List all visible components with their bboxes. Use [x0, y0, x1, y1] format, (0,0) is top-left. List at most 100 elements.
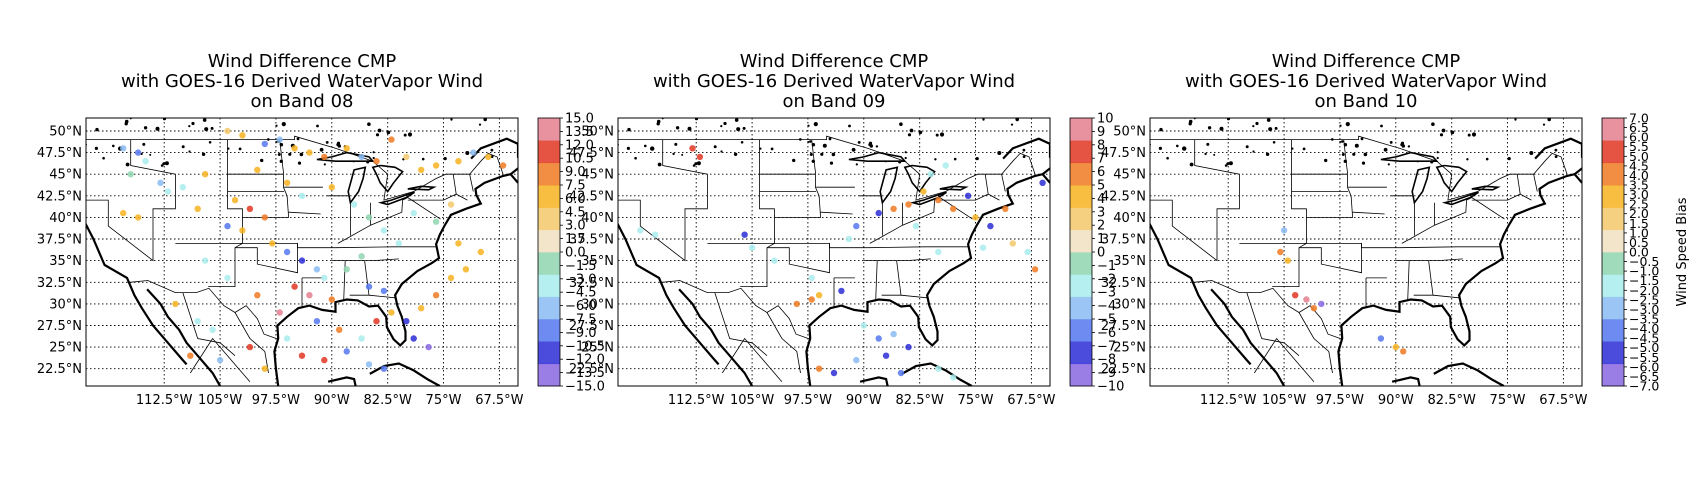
colorbar: 15.013.512.010.59.07.56.04.53.01.50.0−1.… [537, 112, 605, 395]
lake-blob [160, 164, 164, 167]
data-point [485, 153, 492, 161]
colorbar-segment [1070, 140, 1092, 164]
lake-blob [736, 127, 741, 132]
data-point [239, 132, 246, 139]
lon-tick-label: 112.5°W [1200, 393, 1257, 408]
great-lake [347, 166, 367, 205]
colorbar-tick-label: −3 [1097, 286, 1116, 301]
data-point [388, 136, 395, 143]
lake-blob [740, 141, 744, 144]
colorbar-tick-label: 3.0 [565, 219, 586, 234]
lat-tick-label: 32.5°N [1101, 276, 1146, 291]
lat-tick-label: 45°N [49, 168, 82, 183]
map-panel-band-08: Wind Difference CMP with GOES-16 Derived… [37, 51, 605, 408]
data-point [254, 292, 261, 299]
lake-blob [857, 141, 861, 144]
data-point [134, 149, 142, 156]
data-point [853, 222, 860, 230]
lake-blob [267, 138, 270, 141]
lake-blob [851, 147, 856, 152]
lake-blob [1485, 157, 1489, 161]
great-lake [371, 164, 404, 193]
lake-blob [490, 155, 494, 159]
data-point [276, 309, 283, 316]
data-point [321, 153, 328, 161]
data-point [455, 240, 462, 247]
lat-tick-label: 40°N [49, 211, 82, 226]
lake-blob [1507, 157, 1511, 161]
data-point [179, 184, 186, 191]
lake-blob [421, 157, 425, 161]
colorbar-tick-label: 0.5 [1629, 235, 1649, 250]
data-point [499, 162, 507, 169]
data-point [972, 214, 979, 221]
data-point [882, 352, 890, 359]
lake-blob [1341, 140, 1344, 143]
lat-tick-label: 25°N [581, 341, 614, 356]
map-content [1150, 118, 1582, 386]
data-point [194, 318, 201, 325]
state-border [402, 197, 441, 220]
colorbar-tick-label: −2.5 [1629, 292, 1659, 307]
lon-tick-label: 82.5°W [1428, 393, 1476, 408]
data-point [164, 188, 172, 195]
data-point [1284, 257, 1292, 264]
lake-blob [884, 160, 887, 163]
state-border [766, 312, 801, 374]
lake-blob [299, 152, 304, 157]
colorbar-tick-label: −10.5 [565, 339, 605, 354]
colorbar-tick-label: −3.5 [1629, 312, 1659, 327]
colorbar-tick-label: −12.0 [565, 353, 605, 368]
data-point [741, 231, 748, 238]
data-point [935, 248, 942, 256]
lake-blob [1383, 147, 1388, 152]
colorbar-tick-label: 13.5 [565, 125, 594, 140]
data-point [1318, 300, 1325, 308]
data-point [1039, 179, 1046, 186]
data-point [410, 209, 417, 217]
lake-blob [1268, 127, 1273, 132]
colorbar-tick-label: 6.0 [1629, 130, 1649, 145]
map-content [618, 118, 1050, 386]
lake-blob [277, 153, 281, 156]
colorbar-segment [538, 140, 560, 164]
colorbar: 7.06.56.05.55.04.54.03.53.02.52.01.51.00… [1601, 111, 1659, 394]
lon-tick-label: 97.5°W [252, 393, 300, 408]
lon-tick-label: 67.5°W [475, 393, 523, 408]
data-point [291, 283, 298, 290]
data-point [935, 196, 942, 204]
lake-blob [1266, 118, 1271, 122]
data-point [358, 253, 365, 260]
data-point [447, 274, 455, 282]
state-border [1299, 243, 1362, 274]
colorbar-tick-label: 5.0 [1629, 149, 1649, 164]
data-point [172, 300, 179, 308]
colorbar-segment [1602, 185, 1624, 208]
lat-tick-label: 37.5°N [569, 233, 614, 248]
lat-tick-label: 50°N [49, 125, 82, 140]
panel-title-line-2: with GOES-16 Derived WaterVapor Wind [121, 71, 483, 92]
lake-blob [650, 146, 655, 151]
data-point [224, 222, 231, 230]
lon-tick-label: 67.5°W [1007, 393, 1055, 408]
data-point [298, 257, 306, 264]
colorbar-tick-label: 1.5 [1629, 216, 1649, 231]
data-point [950, 374, 957, 381]
great-lake [316, 151, 375, 162]
lake-blob [296, 137, 300, 141]
lake-blob [692, 164, 696, 167]
lake-blob [1182, 146, 1187, 151]
lake-blob [1354, 143, 1359, 148]
colorbar-tick-label: 4.5 [1629, 158, 1649, 173]
lat-tick-label: 50°N [1113, 125, 1146, 140]
lat-tick-label: 47.5°N [37, 146, 82, 161]
data-point [365, 283, 373, 290]
lake-blob [1166, 156, 1169, 160]
colorbar-tick-label: −5.0 [1629, 340, 1659, 355]
data-point [1002, 205, 1009, 212]
colorbar-segment [538, 319, 560, 342]
data-point [845, 235, 853, 243]
lake-blob [1189, 162, 1194, 167]
data-point [418, 166, 425, 174]
colorbar-tick-label: −2.0 [1629, 283, 1659, 298]
